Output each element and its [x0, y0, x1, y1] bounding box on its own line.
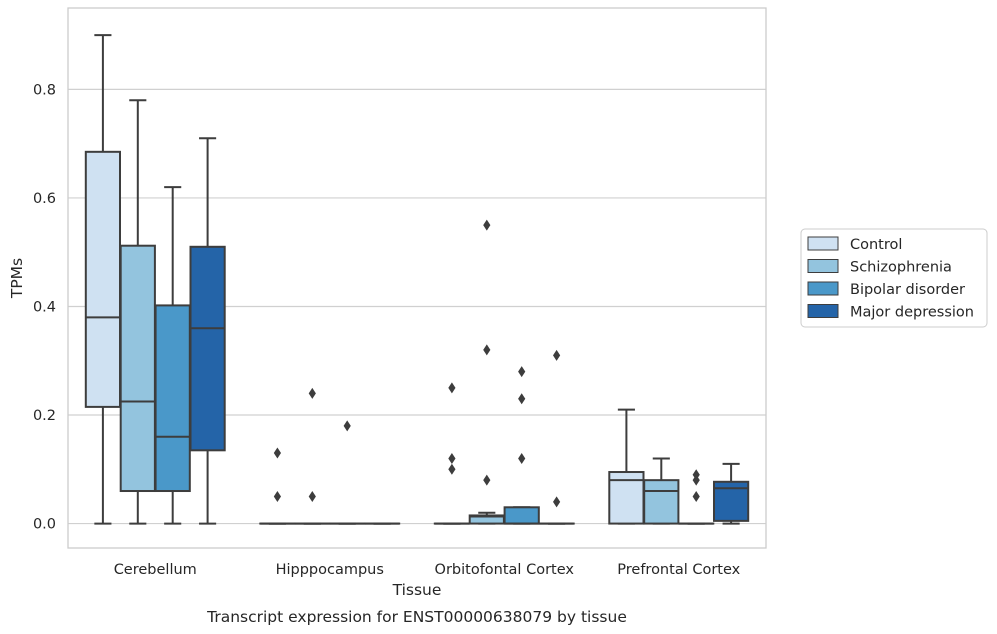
outlier-point — [308, 490, 316, 502]
outlier-point — [518, 366, 526, 378]
box-iqr — [154, 304, 191, 493]
legend-item-major-depression: Major depression — [807, 304, 974, 321]
legend-label: Major depression — [850, 305, 974, 321]
x-axis-title: Tissue — [392, 581, 442, 599]
outlier-point — [483, 344, 491, 356]
legend-item-bipolar-disorder: Bipolar disorder — [807, 281, 965, 298]
x-tick-label: Orbitofontal Cortex — [435, 562, 575, 578]
legend-label: Bipolar disorder — [850, 282, 965, 298]
outlier-point — [448, 452, 456, 464]
x-tick-label: Hipppocampus — [276, 562, 384, 578]
box-bipolar-disorder-prefrontal-cortex — [678, 469, 715, 525]
outlier-point — [483, 219, 491, 231]
y-axis-title: TPMs — [8, 258, 26, 299]
outlier-point — [692, 490, 700, 502]
box-schizophrenia-hipppocampus — [294, 387, 331, 525]
outlier-point — [553, 496, 561, 508]
outlier-point — [343, 420, 351, 432]
legend: Control Schizophrenia Bipolar disorder Majo… — [800, 228, 988, 328]
legend-label: Control — [850, 237, 902, 253]
legend-swatch — [807, 281, 839, 296]
box-major-depression-cerebellum — [189, 137, 226, 525]
legend-swatch — [807, 304, 839, 318]
outlier-point — [553, 349, 561, 361]
outlier-point — [518, 393, 526, 405]
box-iqr — [503, 506, 540, 525]
legend-box — [800, 228, 988, 328]
box-control-cerebellum — [84, 34, 122, 525]
y-tick-label: 0.6 — [33, 191, 56, 207]
outlier-point — [273, 447, 281, 459]
box-iqr — [119, 244, 156, 493]
legend-item-schizophrenia: Schizophrenia — [807, 259, 952, 276]
box-iqr — [643, 479, 680, 525]
box-schizophrenia-orbitofontal-cortex — [468, 219, 505, 525]
box-iqr — [189, 245, 226, 452]
box-control-prefrontal-cortex — [608, 408, 645, 525]
box-control-orbitofontal-cortex — [433, 382, 471, 525]
outlier-point — [273, 490, 281, 502]
box-major-depression-prefrontal-cortex — [712, 462, 750, 525]
outlier-point — [483, 474, 491, 486]
y-tick-label: 0.8 — [33, 82, 56, 98]
box-bipolar-disorder-cerebellum — [154, 186, 191, 525]
box-control-hipppocampus — [259, 447, 296, 525]
outlier-point — [448, 382, 456, 394]
y-tick-label: 0.4 — [33, 299, 56, 315]
box-bipolar-disorder-hipppocampus — [329, 420, 366, 525]
x-tick-label: Cerebellum — [114, 562, 197, 578]
box-iqr — [84, 150, 122, 408]
x-tick-labels: Cerebellum Hipppocampus Orbitofontal Corte… — [114, 562, 741, 578]
outlier-point — [308, 387, 316, 399]
y-tick-label: 0.0 — [33, 517, 56, 533]
box-schizophrenia-prefrontal-cortex — [643, 457, 680, 525]
outlier-point — [518, 452, 526, 464]
outlier-point — [448, 463, 456, 475]
x-tick-label: Prefrontal Cortex — [617, 562, 740, 578]
box-bipolar-disorder-orbitofontal-cortex — [503, 366, 540, 525]
y-tick-label: 0.2 — [33, 408, 56, 424]
legend-swatch — [807, 236, 839, 251]
chart-caption: Transcript expression for ENST0000063807… — [206, 608, 627, 626]
box-major-depression-orbitofontal-cortex — [538, 349, 575, 525]
y-tick-labels: 0.0 0.2 0.4 0.6 0.8 — [33, 82, 56, 532]
outlier-point — [692, 469, 700, 481]
legend-item-control: Control — [807, 236, 902, 253]
box-plots — [84, 34, 750, 525]
legend-swatch — [807, 259, 839, 273]
legend-label: Schizophrenia — [850, 260, 952, 276]
box-schizophrenia-cerebellum — [119, 99, 156, 525]
plot-frame — [67, 7, 767, 549]
